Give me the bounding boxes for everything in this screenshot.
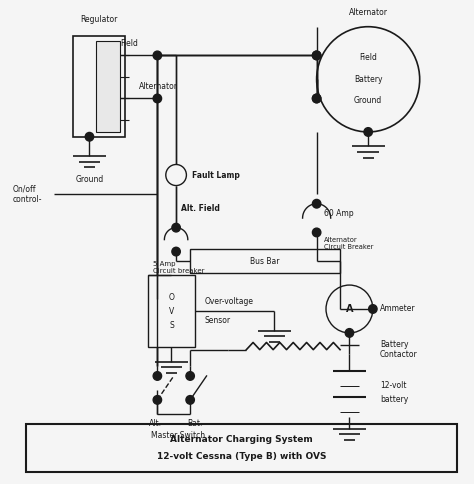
Circle shape [312,94,321,103]
Text: Ground: Ground [75,175,103,184]
Bar [26,424,457,471]
Text: Alternator
Circuit Breaker: Alternator Circuit Breaker [324,237,373,250]
Circle shape [312,199,321,208]
Text: Alt.: Alt. [148,419,162,428]
Text: 5 Amp
Circuit breaker: 5 Amp Circuit breaker [153,261,204,274]
Text: V: V [169,307,174,316]
Text: Over-voltage: Over-voltage [204,297,253,306]
Text: F: F [106,53,110,58]
Circle shape [312,94,321,103]
Circle shape [186,395,194,404]
Text: Alt. Field: Alt. Field [181,204,219,213]
Circle shape [345,329,354,337]
Text: Battery: Battery [354,75,383,84]
Text: O: O [168,292,174,302]
Circle shape [153,372,162,380]
Text: Battery: Battery [380,340,409,349]
Text: A: A [106,96,110,101]
Circle shape [369,304,377,313]
Text: battery: battery [380,395,408,405]
Text: A: A [346,304,353,314]
Bar [73,36,125,137]
Text: On/off
control-: On/off control- [12,184,42,204]
Text: Ground: Ground [354,96,383,106]
Circle shape [364,128,373,136]
Circle shape [312,51,321,60]
Text: 60 Amp: 60 Amp [324,209,353,218]
Text: Regulator: Regulator [80,15,118,24]
Text: Ammeter: Ammeter [380,304,416,314]
Text: 12-volt Cessna (Type B) with OVS: 12-volt Cessna (Type B) with OVS [157,452,327,461]
Circle shape [312,228,321,237]
Circle shape [153,94,162,103]
Bar [97,41,120,132]
Text: Bat.: Bat. [187,419,202,428]
Text: S: S [169,321,174,330]
Text: Alternator: Alternator [138,82,178,91]
Circle shape [153,51,162,60]
Circle shape [85,133,94,141]
Bar [190,249,340,273]
Circle shape [172,247,180,256]
Text: 12-volt: 12-volt [380,381,406,390]
Text: Sensor: Sensor [204,317,230,325]
Circle shape [312,51,321,60]
Text: Field: Field [359,53,377,62]
Text: Alternator Charging System: Alternator Charging System [170,435,313,444]
Text: Master Switch: Master Switch [151,431,206,440]
Text: Fault Lamp: Fault Lamp [192,170,240,180]
Circle shape [153,395,162,404]
Bar [148,275,195,347]
Text: Contactor: Contactor [380,350,418,359]
Circle shape [186,372,194,380]
Text: Alternator: Alternator [349,8,388,17]
Text: Bus Bar: Bus Bar [250,257,280,266]
Text: S: S [106,75,110,79]
Circle shape [172,223,180,232]
Text: I: I [107,118,109,122]
Text: Field: Field [120,39,138,48]
